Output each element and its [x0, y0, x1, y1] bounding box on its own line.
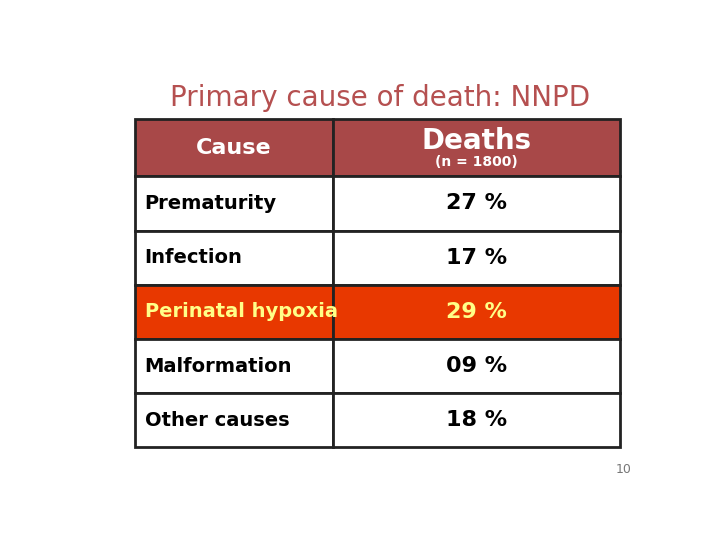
- Text: Malformation: Malformation: [145, 356, 292, 375]
- Bar: [333, 231, 620, 285]
- Text: 10: 10: [616, 463, 631, 476]
- Bar: [135, 339, 333, 393]
- Bar: [135, 285, 333, 339]
- Text: 09 %: 09 %: [446, 356, 507, 376]
- Text: Prematurity: Prematurity: [145, 194, 276, 213]
- Text: Perinatal hypoxia: Perinatal hypoxia: [145, 302, 338, 321]
- Bar: [135, 119, 333, 177]
- Text: 29 %: 29 %: [446, 302, 507, 322]
- Text: Cause: Cause: [196, 138, 271, 158]
- Text: Primary cause of death: NNPD: Primary cause of death: NNPD: [170, 84, 590, 112]
- Bar: [135, 177, 333, 231]
- Text: 18 %: 18 %: [446, 410, 507, 430]
- Bar: [333, 393, 620, 447]
- Text: (n = 1800): (n = 1800): [435, 155, 518, 169]
- Text: 27 %: 27 %: [446, 193, 507, 213]
- Bar: [333, 177, 620, 231]
- Bar: [333, 119, 620, 177]
- Text: Deaths: Deaths: [421, 127, 531, 154]
- Bar: [333, 285, 620, 339]
- Bar: [333, 339, 620, 393]
- Bar: [135, 393, 333, 447]
- Text: Infection: Infection: [145, 248, 243, 267]
- Bar: [135, 231, 333, 285]
- Text: Other causes: Other causes: [145, 411, 289, 430]
- Text: 17 %: 17 %: [446, 248, 507, 268]
